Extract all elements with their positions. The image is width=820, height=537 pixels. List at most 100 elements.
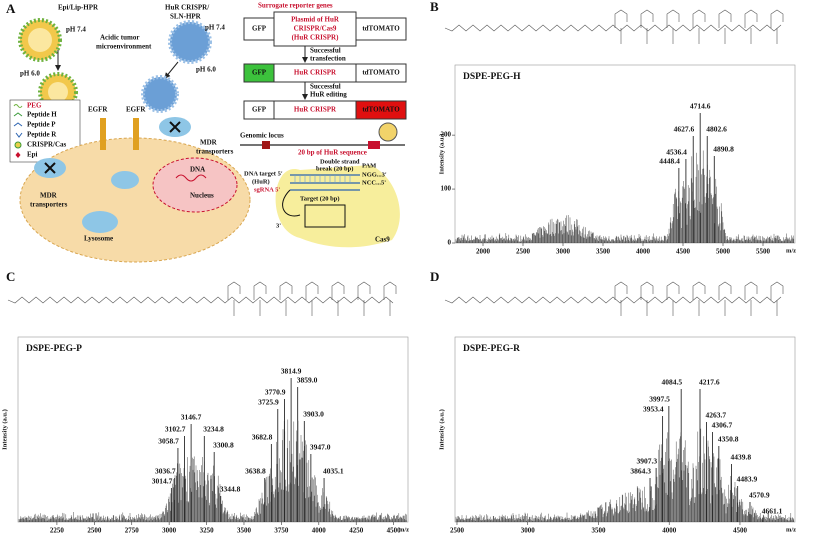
legend-icon	[13, 112, 23, 117]
target-gene: (HuR)	[252, 178, 270, 185]
x-tick-label: 4500	[733, 527, 748, 535]
lip-core	[28, 28, 52, 52]
step-label: transfection	[310, 55, 346, 63]
legend-icon	[15, 152, 21, 158]
x-tick-label: 3250	[200, 527, 215, 535]
gfp-label: GFP	[252, 25, 267, 33]
peak-label: 3102.7	[165, 425, 186, 434]
mdr-label: MDR	[200, 139, 218, 147]
strand-end: NGG...3'	[362, 171, 387, 178]
x-axis-label: m/z	[399, 526, 409, 533]
x-tick-label: 2500	[516, 248, 531, 256]
legend-icon	[13, 122, 23, 127]
peak-label: 3725.9	[258, 398, 279, 407]
block-mark	[44, 121, 181, 174]
x-tick-label: 2500	[87, 527, 102, 535]
x-tick-label: 5500	[756, 248, 771, 256]
nucleus-label: Nucleus	[190, 192, 214, 200]
step-label: Successful	[310, 47, 341, 55]
tomato-box	[355, 100, 407, 120]
x-tick-label: 2000	[476, 248, 491, 256]
legend-label: Peptide P	[27, 121, 56, 129]
step-label: Successful	[310, 83, 341, 91]
egfr-label: EGFR	[88, 106, 108, 114]
tomato-label: tdTOMATO	[362, 25, 400, 33]
plot-title: DSPE-PEG-H	[463, 72, 521, 82]
x-tick-label: 2500	[450, 527, 465, 535]
mdr-label: transporters	[30, 201, 68, 209]
x-tick-label: 3000	[521, 527, 536, 535]
sln-name: HuR CRISPR/	[165, 4, 210, 12]
gfp-label: GFP	[252, 69, 267, 77]
dna-helix	[175, 174, 207, 182]
insert-label: Plasmid of HuR	[291, 16, 340, 24]
tomato-label: tdTOMATO	[362, 69, 400, 77]
sequence-label: 20 bp of HuR sequence	[298, 149, 367, 157]
cas9-icon	[378, 122, 398, 142]
x-axis-label: m/z	[786, 247, 796, 254]
chemical-structure	[444, 296, 782, 304]
ph-label: pH 7.4	[205, 24, 225, 32]
chemical-structure	[7, 296, 394, 304]
plot-title: DSPE-PEG-R	[463, 344, 520, 354]
x-tick-label: 3500	[237, 527, 252, 535]
target-label: DNA target 5'	[244, 170, 283, 177]
pam-label: PAM	[362, 162, 376, 169]
gfp-label: GFP	[252, 106, 267, 114]
tomato-label: tdTOMATO	[362, 106, 400, 114]
legend-icon	[14, 141, 22, 149]
spectrum-panel: D DSPE-PEG-R Intensity (a.u.) m/z 2500 3000 35…	[430, 269, 796, 535]
chemical-structure	[614, 9, 784, 44]
peak-label: 3036.7	[155, 467, 176, 476]
panel-label: C	[6, 269, 15, 284]
strand-end: NCC...5'	[362, 179, 386, 186]
lip-name: Epi/Lip-HPR	[58, 4, 99, 12]
peak-label: 3947.0	[310, 443, 331, 452]
insert-label: HuR CRISPR	[294, 69, 337, 77]
legend-icon	[15, 132, 23, 138]
sln-particle	[141, 75, 179, 113]
reporter-title: Surrogate reporter genes	[258, 2, 333, 10]
y-tick-label: 0	[448, 239, 452, 247]
peak-label: 4714.6	[690, 102, 711, 111]
chemical-structure	[227, 281, 397, 316]
peak-label: 4536.4	[666, 148, 687, 157]
insert-label: (HuR CRISPR)	[292, 34, 340, 42]
lysosome	[111, 171, 139, 189]
legend-label: Peptide R	[27, 131, 57, 139]
cas9-label: Cas9	[375, 236, 390, 244]
x-tick-label: 4000	[662, 527, 677, 535]
base-pairs	[294, 175, 351, 183]
x-tick-label: 4500	[676, 248, 691, 256]
three-prime: 3'	[276, 222, 281, 229]
peak-label: 3014.7	[152, 477, 173, 486]
peak-label: 4350.8	[718, 435, 739, 444]
spectrum-trace	[455, 428, 794, 522]
legend-label: PEG	[27, 102, 42, 110]
egfr	[100, 118, 106, 150]
panel-label: B	[430, 0, 439, 14]
x-tick-label: 3750	[274, 527, 289, 535]
egfr	[133, 118, 139, 150]
x-tick-label: 4250	[349, 527, 364, 535]
target-length: Target (20 bp)	[300, 195, 339, 202]
peak-label: 3864.3	[630, 467, 651, 476]
spectrum-trace	[18, 419, 407, 522]
break-label: Double strand	[320, 158, 360, 165]
ph-label: pH 6.0	[196, 66, 216, 74]
peak-label: 4627.6	[674, 125, 695, 134]
peak-label: 3907.3	[636, 457, 657, 466]
locus-box	[262, 141, 270, 149]
peak-label: 4802.6	[706, 125, 727, 134]
plot-frame	[454, 64, 796, 244]
peak-label: 4448.4	[659, 157, 680, 166]
mdr-label: MDR	[40, 192, 58, 200]
panel-a: A Epi/Lip-HPR pH 7.4 pH 6.0 Acidic tumor…	[6, 1, 407, 263]
peak-label: 3997.5	[649, 395, 670, 404]
tomato-box	[355, 17, 407, 41]
sln-particle	[168, 20, 212, 64]
legend-icon	[13, 104, 23, 108]
sgrna-label: sgRNA 5'	[254, 186, 280, 193]
ph-label: pH 6.0	[20, 70, 40, 78]
